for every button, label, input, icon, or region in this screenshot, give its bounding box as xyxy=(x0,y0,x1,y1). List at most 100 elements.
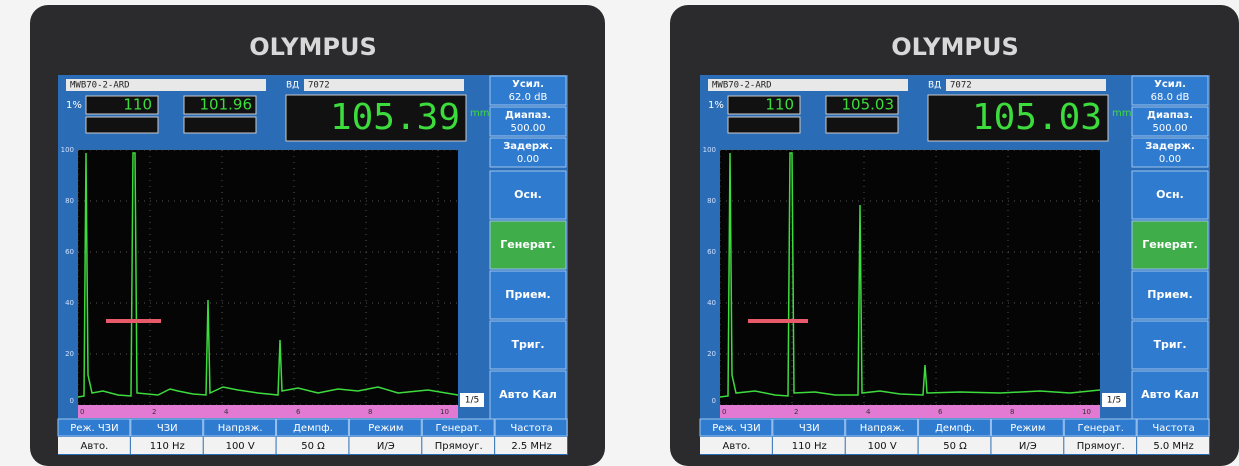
side-label: Диапаз. xyxy=(1147,110,1193,121)
x-axis-label: 2 xyxy=(794,408,798,416)
param-value: 100 V xyxy=(226,441,255,452)
scale-bar xyxy=(720,405,1100,418)
vd-label: ВД xyxy=(286,81,299,91)
side-value: 500.00 xyxy=(1153,123,1188,134)
ref-value: 110 xyxy=(123,96,152,114)
param-name: ЧЗИ xyxy=(157,423,178,434)
param-value: 100 V xyxy=(868,441,897,452)
param-value: И/Э xyxy=(1019,441,1037,452)
device-screen: MWB70-2-ARDВД70721%110105.03105.03mmУсил… xyxy=(700,75,1210,455)
param-value: И/Э xyxy=(377,441,395,452)
y-axis-label: 40 xyxy=(65,299,74,307)
side-value: 0.00 xyxy=(517,154,539,165)
gate-bar xyxy=(748,319,808,323)
y-axis-label: 100 xyxy=(61,146,74,154)
x-axis-label: 6 xyxy=(296,408,301,416)
param-value: 50 Ω xyxy=(301,441,325,452)
param-name: Режим xyxy=(1010,423,1045,434)
scale-bar xyxy=(78,405,458,418)
gate-bar xyxy=(106,319,161,323)
menu-label: Генерат. xyxy=(500,238,555,251)
param-name: Частота xyxy=(510,423,552,434)
gain-step: 1% xyxy=(66,100,82,111)
gate-value: 105.03 xyxy=(842,96,895,114)
y-axis-label: 60 xyxy=(65,248,74,256)
param-value: 50 Ω xyxy=(943,441,967,452)
param-name: Демпф. xyxy=(293,423,333,434)
param-value: Авто. xyxy=(80,441,108,452)
x-axis-label: 8 xyxy=(368,408,372,416)
side-label: Диапаз. xyxy=(505,110,551,121)
device-screen: MWB70-2-ARD ВД 7072 1% 110 101.96 105.39 mm Усил… xyxy=(58,75,568,455)
x-axis-label: 0 xyxy=(722,408,726,416)
param-value: 2.5 MHz xyxy=(511,441,551,452)
unit: mm xyxy=(470,108,489,119)
y-axis-label: 40 xyxy=(707,299,716,307)
ref-sub-box xyxy=(86,117,158,133)
menu-label: Авто Кал xyxy=(499,388,557,401)
ref-value: 110 xyxy=(765,96,794,114)
vd-value: 7072 xyxy=(950,81,972,91)
side-label: Задерж. xyxy=(1145,141,1195,152)
x-axis-label: 6 xyxy=(938,408,943,416)
menu-label: Триг. xyxy=(1153,338,1186,351)
x-axis-label: 10 xyxy=(440,408,449,416)
y-axis-label: 100 xyxy=(703,146,716,154)
param-name: Генерат. xyxy=(436,423,482,434)
param-value: Авто. xyxy=(722,441,750,452)
unit: mm xyxy=(1112,108,1131,119)
menu-label: Осн. xyxy=(1156,188,1184,201)
param-name: Реж. ЧЗИ xyxy=(70,423,118,434)
side-label: Задерж. xyxy=(503,141,553,152)
param-value: Прямоуг. xyxy=(435,441,483,452)
brand-logo: OLYMPUS xyxy=(891,33,1019,61)
file-name: MWB70-2-ARD xyxy=(70,81,130,91)
gate-sub-box xyxy=(184,117,256,133)
side-value: 68.0 dB xyxy=(1151,92,1190,103)
y-axis-label: 20 xyxy=(65,350,74,358)
menu-label: Авто Кал xyxy=(1141,388,1199,401)
param-value: 110 Hz xyxy=(792,441,827,452)
side-label: Усил. xyxy=(512,79,544,90)
x-axis-label: 0 xyxy=(80,408,84,416)
menu-label: Прием. xyxy=(1147,288,1192,301)
x-axis-label: 2 xyxy=(152,408,156,416)
param-name: Реж. ЧЗИ xyxy=(712,423,760,434)
y-axis-label: 0 xyxy=(712,397,716,405)
ref-sub-box xyxy=(728,117,800,133)
thickness-reading: 105.03 xyxy=(972,97,1102,138)
gain-step: 1% xyxy=(708,100,724,111)
param-name: ЧЗИ xyxy=(799,423,820,434)
param-value: 5.0 MHz xyxy=(1153,441,1193,452)
page-indicator: 1/5 xyxy=(465,396,479,406)
side-value: 500.00 xyxy=(511,123,546,134)
vd-label: ВД xyxy=(928,81,941,91)
gate-sub-box xyxy=(826,117,898,133)
param-name: Частота xyxy=(1152,423,1194,434)
y-axis-label: 60 xyxy=(707,248,716,256)
menu-label: Генерат. xyxy=(1142,238,1197,251)
thickness-reading: 105.39 xyxy=(330,97,460,138)
y-axis-label: 20 xyxy=(707,350,716,358)
y-axis-label: 0 xyxy=(70,397,74,405)
y-axis-label: 80 xyxy=(65,197,74,205)
param-value: Прямоуг. xyxy=(1077,441,1125,452)
param-name: Напряж. xyxy=(218,423,263,434)
photo: MWB70-2-ARD ВД 7072 1% 110 101.96 105.39 mm Усил… xyxy=(0,0,1239,466)
param-name: Демпф. xyxy=(935,423,975,434)
menu-label: Прием. xyxy=(505,288,550,301)
x-axis-label: 10 xyxy=(1082,408,1091,416)
y-axis-label: 80 xyxy=(707,197,716,205)
plot-area xyxy=(720,150,1100,405)
x-axis-label: 4 xyxy=(224,408,229,416)
param-name: Напряж. xyxy=(860,423,905,434)
side-value: 62.0 dB xyxy=(509,92,548,103)
menu-label: Осн. xyxy=(514,188,542,201)
param-value: 110 Hz xyxy=(150,441,185,452)
vd-value: 7072 xyxy=(308,81,330,91)
param-name: Режим xyxy=(368,423,403,434)
page-indicator: 1/5 xyxy=(1107,396,1121,406)
side-label: Усил. xyxy=(1154,79,1186,90)
gate-value: 101.96 xyxy=(200,96,253,114)
menu-label: Триг. xyxy=(511,338,544,351)
